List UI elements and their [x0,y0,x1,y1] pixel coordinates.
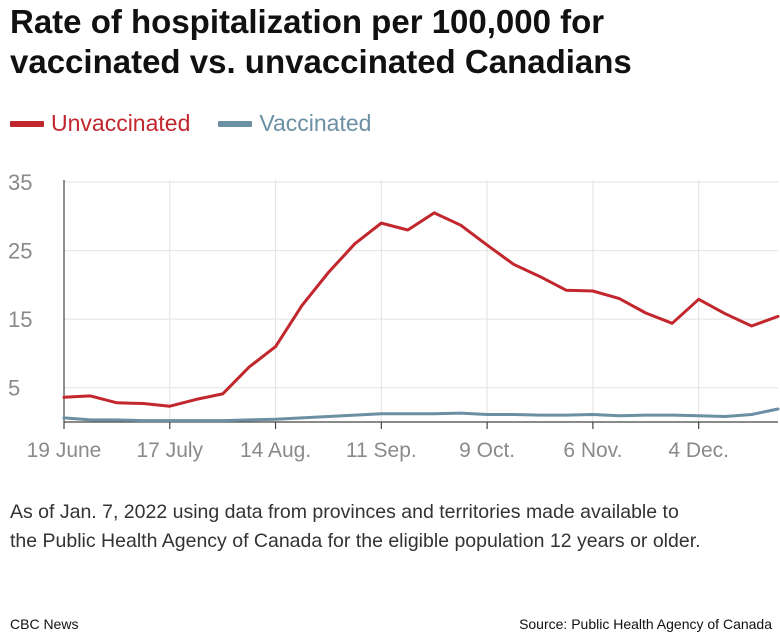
series-line-vaccinated [62,407,780,423]
chart-note: As of Jan. 7, 2022 using data from provi… [10,501,701,552]
y-tick-label: 35 [8,170,32,195]
x-tick-label: 6 Nov. [563,439,622,462]
x-tick-label: 11 Sep. [346,439,417,462]
source-text: Source: Public Health Agency of Canada [519,616,772,632]
x-tick-label: 17 July [137,439,204,462]
y-tick-label: 25 [8,239,32,264]
legend-item-vaccinated: Vaccinated [218,110,371,137]
grid-layer [64,180,778,422]
series-layer [62,211,780,423]
credit-text: CBC News [10,616,79,632]
line-chart: 5 15 25 35 19 June 17 July 14 Aug. 11 Sep. 9 Oct… [8,170,780,462]
legend-label-unvaccinated: Unvaccinated [51,110,191,136]
x-tick-label: 19 June [27,439,102,462]
axis-layer: 5 15 25 35 19 June 17 July 14 Aug. 11 Sep. 9 Oct… [8,170,778,462]
legend-label-vaccinated: Vaccinated [259,110,372,136]
chart-title: Rate of hospitalization per 100,000 for … [10,3,632,80]
y-tick-label: 5 [8,376,20,401]
legend-swatch-unvaccinated [10,120,44,127]
legend-swatch-vaccinated [218,120,253,127]
legend-item-unvaccinated: Unvaccinated [10,110,190,137]
y-tick-label: 15 [8,307,32,332]
x-tick-label: 14 Aug. [240,439,311,462]
x-tick-label: 4 Dec. [668,439,729,462]
chart-legend: Unvaccinated Vaccinated [10,110,399,137]
x-tick-label: 9 Oct. [459,439,515,462]
series-line-unvaccinated [62,211,780,408]
